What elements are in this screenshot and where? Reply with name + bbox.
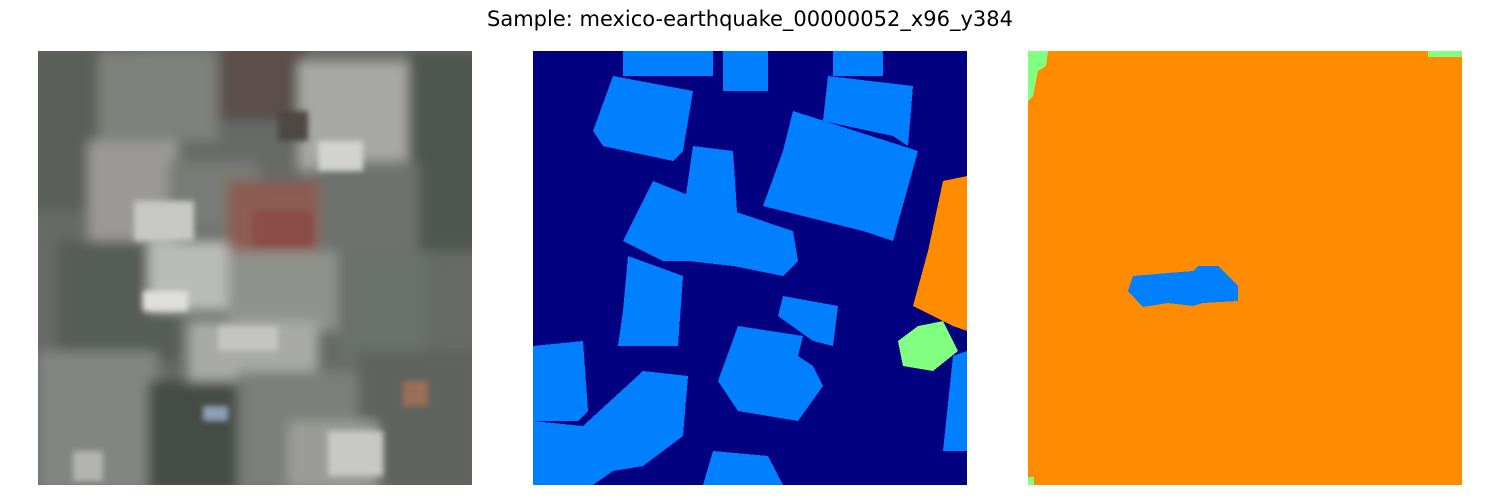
satellite-image-panel (38, 51, 472, 485)
segmentation-mask (1028, 51, 1462, 485)
segmentation-mask-panel (1028, 51, 1462, 485)
segmentation-mask (533, 51, 967, 485)
segmentation-mask-panel (533, 51, 967, 485)
figure-title: Sample: mexico-earthquake_00000052_x96_y… (487, 7, 1013, 31)
satellite-image (38, 51, 472, 485)
